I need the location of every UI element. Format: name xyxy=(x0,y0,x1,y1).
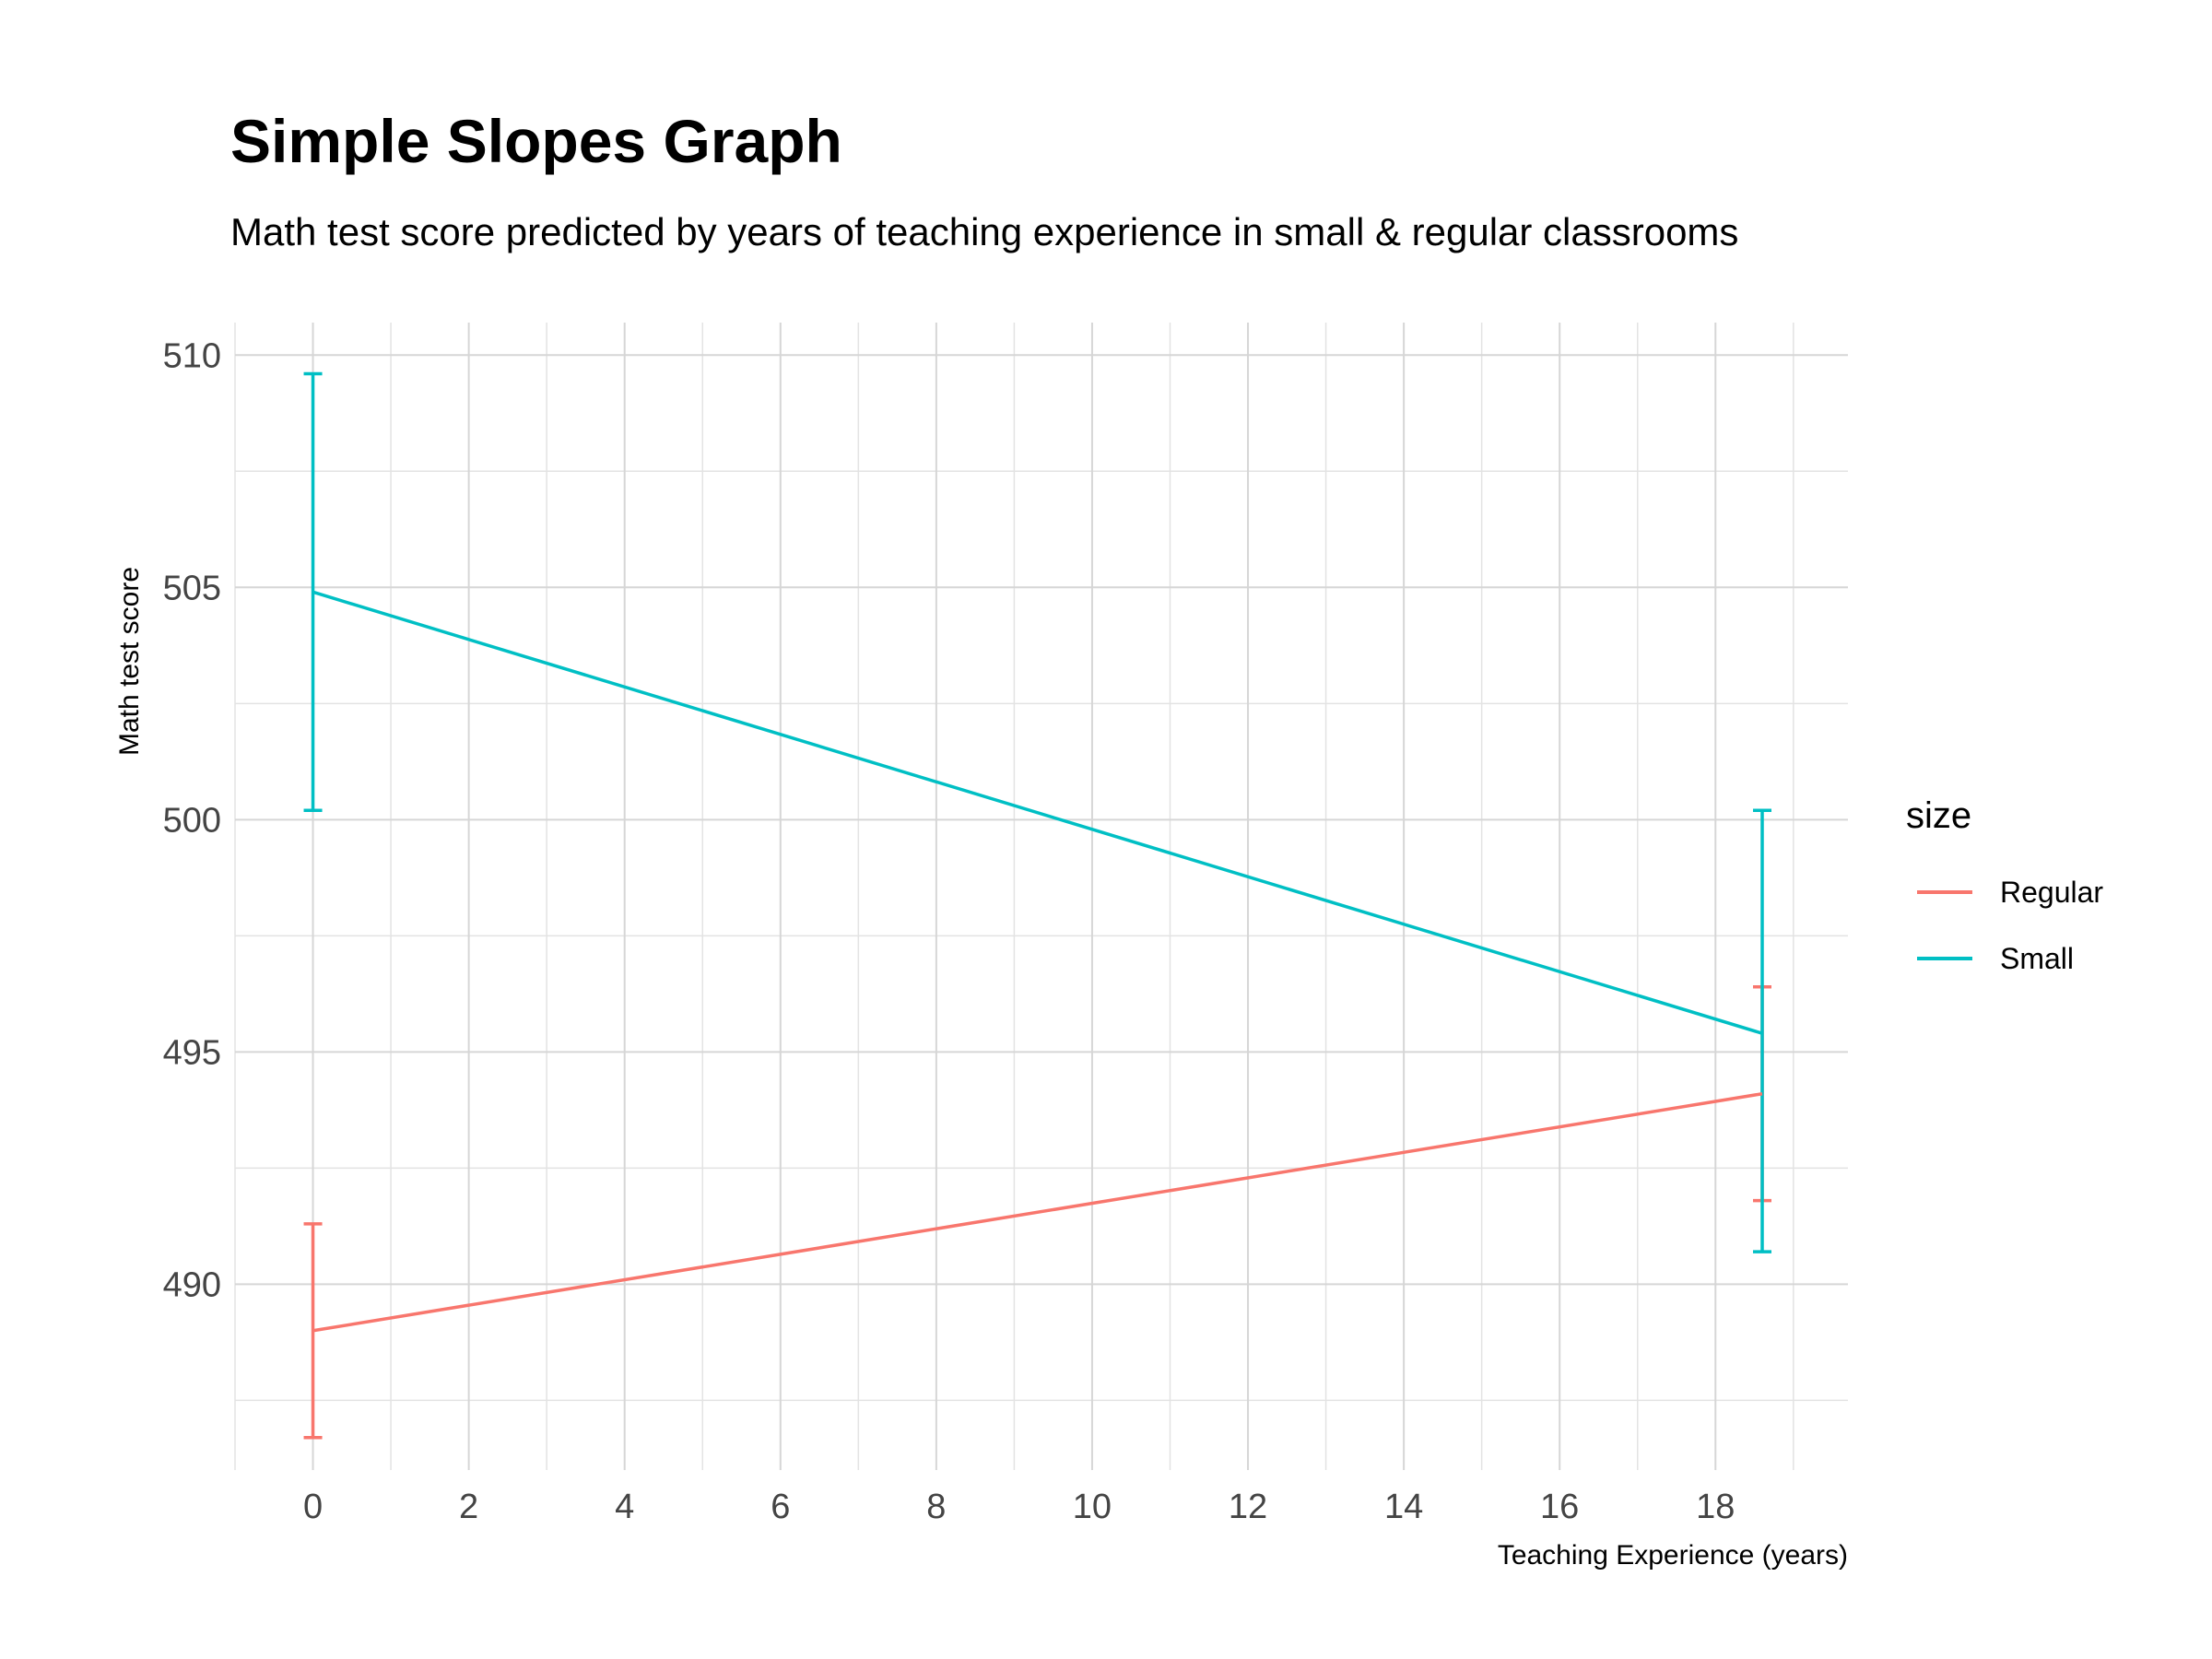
x-tick-label: 10 xyxy=(1073,1488,1112,1526)
legend-title: size xyxy=(1906,795,1971,836)
y-tick-label: 505 xyxy=(163,569,221,607)
x-tick-label: 4 xyxy=(615,1488,634,1526)
chart-subtitle: Math test score predicted by years of te… xyxy=(230,210,1739,253)
x-axis-title: Teaching Experience (years) xyxy=(1498,1540,1848,1571)
minor-gridlines xyxy=(234,323,1848,1470)
x-tick-label: 12 xyxy=(1229,1488,1267,1526)
series-lines xyxy=(312,590,1763,1333)
x-tick-label: 8 xyxy=(926,1488,946,1526)
error-bars xyxy=(303,371,1772,1440)
legend-label-regular: Regular xyxy=(2000,876,2103,909)
y-axis-title: Math test score xyxy=(114,567,145,756)
x-tick-label: 16 xyxy=(1540,1488,1579,1526)
x-axis-tick-labels: 0 2 4 6 8 10 12 14 16 18 xyxy=(303,1488,1735,1526)
series-line-small xyxy=(312,590,1763,1035)
x-tick-label: 18 xyxy=(1696,1488,1735,1526)
x-tick-label: 6 xyxy=(771,1488,790,1526)
chart-title: Simple Slopes Graph xyxy=(230,107,842,175)
major-gridlines xyxy=(235,323,1848,1470)
y-tick-label: 500 xyxy=(163,801,221,840)
y-tick-label: 495 xyxy=(163,1033,221,1072)
legend-label-small: Small xyxy=(2000,942,2074,975)
legend: size Regular Small xyxy=(1906,795,2103,975)
x-tick-label: 0 xyxy=(303,1488,323,1526)
y-tick-label: 490 xyxy=(163,1265,221,1304)
series-line-regular xyxy=(312,1091,1763,1333)
x-tick-label: 2 xyxy=(459,1488,478,1526)
y-tick-label: 510 xyxy=(163,336,221,375)
x-tick-label: 14 xyxy=(1384,1488,1423,1526)
y-axis-tick-labels: 490 495 500 505 510 xyxy=(163,336,221,1304)
